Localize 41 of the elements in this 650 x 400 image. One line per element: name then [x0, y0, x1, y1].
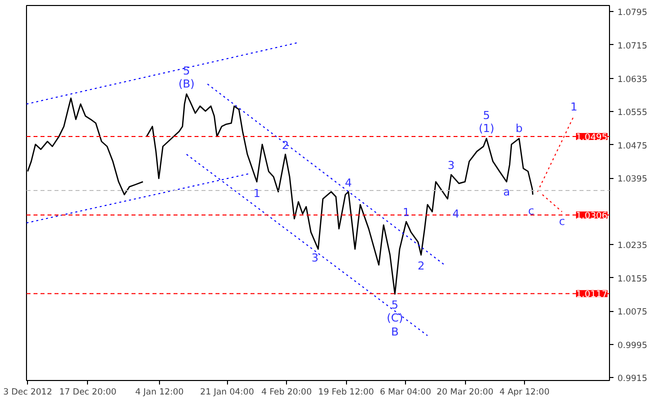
- annotation: 1: [570, 100, 578, 114]
- x-tick-label: 19 Feb 12:00: [318, 388, 374, 398]
- y-tick-label: 1.0635: [618, 74, 648, 85]
- y-tick-label: 1.0155: [618, 274, 648, 284]
- y-tick-label: 0.9915: [618, 374, 648, 384]
- x-tick-label: 4 Jan 12:00: [135, 388, 184, 398]
- x-tick-label: 6 Mar 04:00: [380, 388, 432, 398]
- y-tick-label: 1.0075: [618, 308, 648, 318]
- annotation: (1): [478, 122, 494, 136]
- annotation: c: [528, 204, 534, 218]
- annotation: c: [558, 215, 566, 228]
- x-tick-label: 17 Dec 20:00: [59, 388, 116, 398]
- y-tick-label: 1.0715: [618, 41, 648, 52]
- y-tick-label: 1.0475: [618, 141, 648, 152]
- annotation: 4: [344, 176, 352, 190]
- annotation: 3: [311, 252, 318, 265]
- y-tick-label: 1.0555: [618, 108, 648, 118]
- x-tick-label: 3 Dec 2012: [3, 388, 52, 398]
- annotation: 5: [183, 64, 190, 78]
- annotation: B: [391, 326, 399, 339]
- x-tick-label: 4 Feb 20:00: [261, 388, 312, 398]
- ref-line-label: 1.0117: [576, 290, 608, 300]
- annotation: (C): [386, 312, 404, 325]
- annotation: 1: [253, 187, 260, 200]
- x-tick-label: 4 Apr 12:00: [499, 388, 550, 398]
- y-tick-label: 1.0235: [618, 241, 648, 252]
- annotation: 2: [418, 259, 425, 272]
- x-tick-label: 20 Mar 20:00: [436, 388, 494, 398]
- ref-line-label: 1.0495: [576, 132, 608, 143]
- x-tick-label: 21 Jan 04:00: [200, 388, 254, 398]
- y-tick-label: 0.9995: [618, 340, 648, 351]
- annotation: b: [516, 122, 523, 136]
- annotation: 2: [282, 138, 289, 152]
- y-tick-label: 1.0795: [618, 8, 648, 18]
- y-tick-label: 1.0395: [618, 174, 648, 185]
- annotation: (B): [178, 78, 195, 91]
- annotation: 5: [482, 109, 490, 122]
- annotation: 5: [391, 298, 398, 312]
- annotation: a: [503, 185, 510, 198]
- ref-line-label: 1.0306: [576, 212, 608, 222]
- annotation: 3: [448, 159, 455, 172]
